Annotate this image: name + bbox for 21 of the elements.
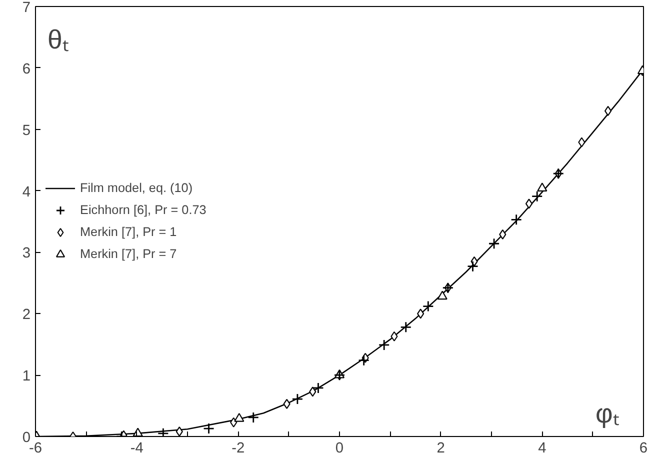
legend-label: Merkin [7], Pr = 1: [80, 225, 177, 239]
y-tick-label: 1: [22, 368, 31, 385]
x-tick-label: 0: [335, 440, 344, 456]
y-tick-label: 7: [22, 0, 31, 16]
x-tick-label: -4: [130, 440, 144, 456]
x-tick-label: 2: [436, 440, 445, 456]
x-tick-label: 6: [639, 440, 648, 456]
y-tick-label: 3: [22, 246, 31, 262]
x-tick-label: 4: [538, 440, 546, 456]
y-axis-title: θₜ: [48, 24, 68, 54]
x-tick-label: -6: [28, 440, 42, 456]
y-tick-label: 6: [22, 61, 31, 78]
x-axis-title: φₜ: [596, 398, 619, 428]
legend-label: Film model, eq. (10): [80, 181, 193, 195]
legend-label: Merkin [7], Pr = 7: [80, 247, 177, 261]
legend-label: Eichhorn [6], Pr = 0.73: [80, 203, 206, 217]
y-tick-label: 2: [22, 307, 31, 324]
x-tick-label: -2: [232, 440, 245, 456]
y-tick-label: 4: [22, 184, 31, 200]
y-tick-label: 5: [22, 122, 31, 139]
y-tick-label: 0: [22, 430, 31, 446]
